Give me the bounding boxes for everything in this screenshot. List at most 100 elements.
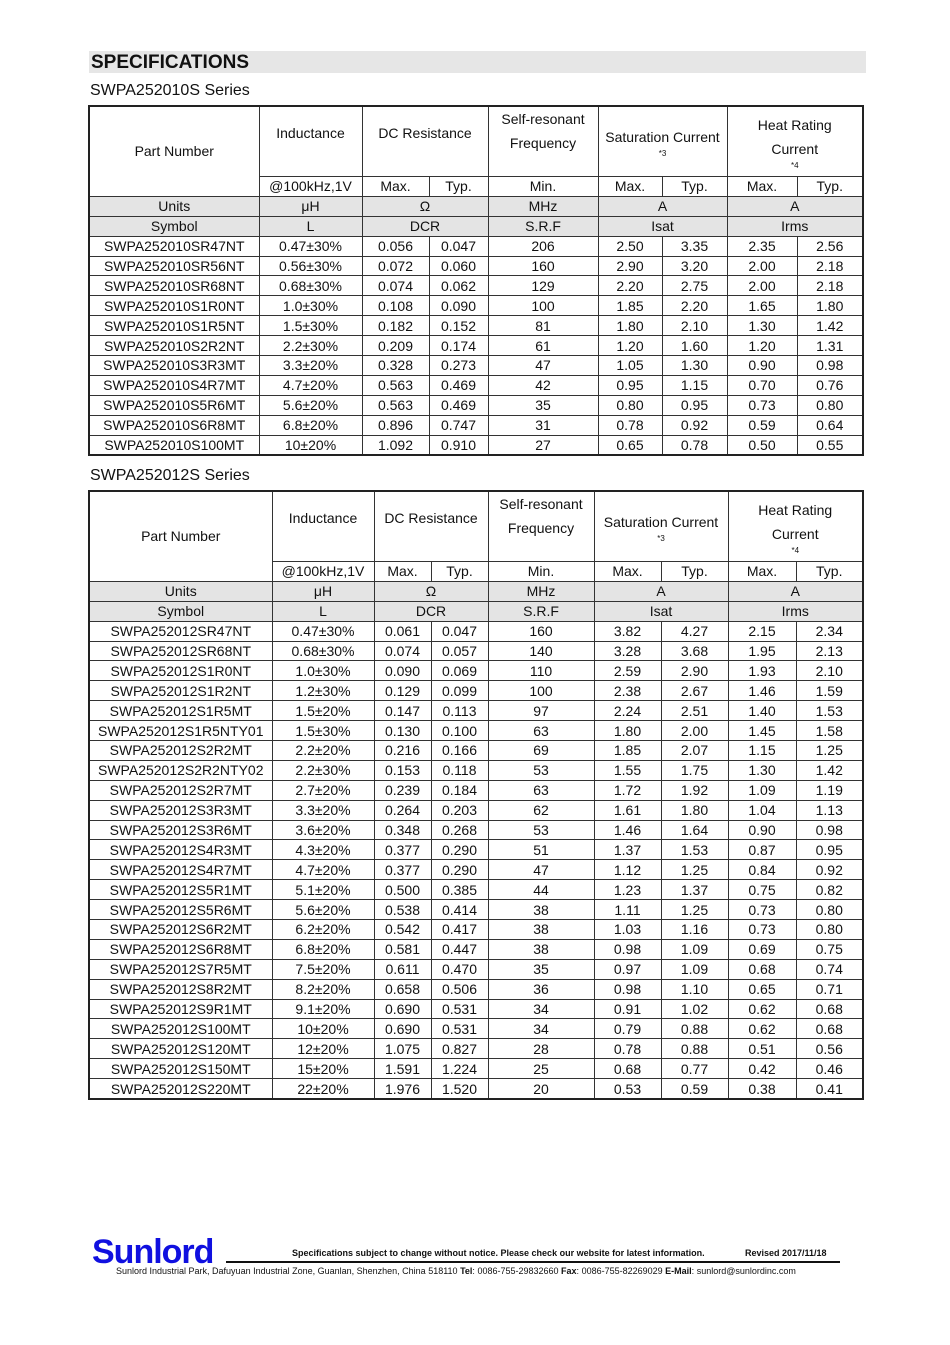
units-cell: Units [88, 195, 260, 217]
irms-max-cell: 1.20 [726, 335, 798, 357]
isat-typ-cell: 2.10 [661, 315, 728, 337]
isat-typ-cell: 1.25 [660, 899, 729, 921]
isat-typ-cell: 0.92 [661, 414, 728, 436]
dcr-typ-cell: 0.060 [428, 255, 489, 277]
inductance-cell: 22±20% [271, 1078, 375, 1100]
dcr-typ-cell: 1.520 [430, 1078, 489, 1100]
dcr-typ-cell: 0.047 [428, 235, 489, 257]
irms-max-cell: 1.95 [727, 640, 797, 662]
srf-min-cell: 206 [487, 235, 599, 257]
dcr-typ-cell: 0.447 [430, 938, 489, 960]
part-number-cell: SWPA252012S5R6MT [88, 899, 273, 921]
header-saturation-current: Saturation Current *3 [593, 490, 729, 562]
inductance-cell: 2.7±20% [271, 779, 375, 801]
part-number-cell: SWPA252010S100MT [88, 434, 260, 456]
dcr-max-cell: 1.075 [373, 1038, 432, 1060]
symbol-cell: S.R.F [487, 600, 595, 622]
dcr-max-cell: 0.129 [373, 680, 432, 702]
isat-typ-cell: 0.95 [661, 394, 728, 416]
isat-max-cell: 1.11 [593, 899, 662, 921]
spec-table-swpa252010s: Part Number Inductance DC Resistance Self-r… [88, 105, 864, 457]
dcr-typ-cell: 0.268 [430, 819, 489, 841]
srf-min-cell: 129 [487, 275, 599, 297]
srf-min-cell: 100 [487, 680, 595, 702]
sub-header-dcr-max: Max. [361, 176, 430, 197]
irms-max-cell: 0.73 [726, 394, 798, 416]
part-number-cell: SWPA252012SR47NT [88, 620, 273, 642]
units-cell: μH [258, 195, 363, 217]
table-row: SWPA252010SR56NT 0.56±30% 0.072 0.060 160 2.9… [88, 255, 864, 277]
part-number-cell: SWPA252010S2R2NT [88, 335, 260, 357]
isat-typ-cell: 2.75 [661, 275, 728, 297]
isat-max-cell: 2.20 [597, 275, 663, 297]
part-number-cell: SWPA252012S120MT [88, 1038, 273, 1060]
irms-max-cell: 0.51 [727, 1038, 797, 1060]
sub-header-isat-typ: Typ. [660, 561, 729, 582]
sub-header-inductance: @100kHz,1V [271, 561, 375, 582]
isat-max-cell: 1.12 [593, 859, 662, 881]
dcr-max-cell: 0.896 [361, 414, 430, 436]
isat-typ-cell: 0.88 [660, 1018, 729, 1040]
isat-max-cell: 1.37 [593, 839, 662, 861]
irms-max-cell: 1.30 [726, 315, 798, 337]
part-number-cell: SWPA252012S6R2MT [88, 919, 273, 940]
inductance-cell: 2.2±20% [271, 740, 375, 761]
dcr-max-cell: 0.239 [373, 779, 432, 801]
inductance-cell: 3.3±20% [258, 355, 363, 376]
dcr-max-cell: 0.061 [373, 620, 432, 642]
symbol-cell: L [258, 215, 363, 237]
table-row: SWPA252010S1R5NT 1.5±30% 0.182 0.152 81 1.80 2… [88, 315, 864, 337]
heat-line1: Heat Rating [758, 501, 833, 518]
symbol-cell: Irms [727, 600, 864, 622]
fax-label: Fax [561, 1266, 577, 1276]
srf-min-cell: 47 [487, 355, 599, 376]
isat-max-cell: 3.28 [593, 640, 662, 662]
isat-typ-cell: 0.77 [660, 1058, 729, 1080]
sub-header-isat-max: Max. [597, 176, 663, 197]
isat-max-cell: 2.38 [593, 680, 662, 702]
table-row: SWPA252010S2R2NT 2.2±30% 0.209 0.174 61 1.20 1… [88, 335, 864, 357]
irms-max-cell: 2.15 [727, 620, 797, 642]
sat-note: *3 [658, 148, 667, 158]
units-cell: A [597, 195, 728, 217]
dcr-typ-cell: 0.470 [430, 958, 489, 980]
srf-min-cell: 20 [487, 1078, 595, 1100]
dcr-typ-cell: 0.062 [428, 275, 489, 297]
table-row: SWPA252012S3R3MT 3.3±20% 0.264 0.203 62 1.61 1… [88, 799, 864, 821]
isat-typ-cell: 1.15 [661, 374, 728, 396]
srf-min-cell: 38 [487, 919, 595, 940]
isat-typ-cell: 2.20 [661, 295, 728, 317]
srf-line2: Frequency [507, 520, 575, 536]
dcr-max-cell: 0.108 [361, 295, 430, 317]
table-row: SWPA252010SR68NT 0.68±30% 0.074 0.062 129 2.2… [88, 275, 864, 297]
srf-line2: Frequency [509, 135, 577, 151]
dcr-max-cell: 0.348 [373, 819, 432, 841]
symbol-cell: DCR [361, 215, 489, 237]
srf-min-cell: 97 [487, 700, 595, 722]
irms-max-cell: 0.59 [726, 414, 798, 436]
table-row: SWPA252012S2R2MT 2.2±20% 0.216 0.166 69 1.85 2… [88, 740, 864, 761]
isat-typ-cell: 3.35 [661, 235, 728, 257]
part-number-cell: SWPA252010S1R0NT [88, 295, 260, 317]
email: sunlord@sunlordinc.com [696, 1266, 796, 1276]
isat-typ-cell: 3.68 [660, 640, 729, 662]
header-inductance: Inductance [258, 105, 363, 177]
isat-typ-cell: 3.20 [661, 255, 728, 277]
dcr-max-cell: 0.377 [373, 859, 432, 881]
units-cell: Ω [373, 580, 489, 602]
inductance-cell: 9.1±20% [271, 998, 375, 1020]
units-cell: Ω [361, 195, 489, 217]
isat-max-cell: 2.50 [597, 235, 663, 257]
units-cell: μH [271, 580, 375, 602]
symbol-cell: DCR [373, 600, 489, 622]
irms-max-cell: 1.45 [727, 720, 797, 742]
part-number-cell: SWPA252012S2R2NTY02 [88, 759, 273, 781]
dcr-typ-cell: 0.099 [430, 680, 489, 702]
table-row: SWPA252012S5R1MT 5.1±20% 0.500 0.385 44 1.23 1… [88, 879, 864, 901]
inductance-cell: 6.8±20% [271, 938, 375, 960]
dcr-max-cell: 0.130 [373, 720, 432, 742]
dcr-typ-cell: 0.469 [428, 394, 489, 416]
dcr-typ-cell: 0.113 [430, 700, 489, 722]
part-number-cell: SWPA252010S6R8MT [88, 414, 260, 436]
irms-typ-cell: 1.31 [796, 335, 864, 357]
